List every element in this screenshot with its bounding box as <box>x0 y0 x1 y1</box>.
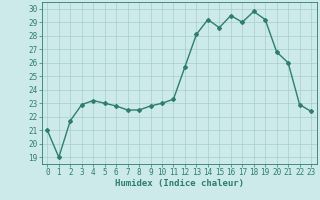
X-axis label: Humidex (Indice chaleur): Humidex (Indice chaleur) <box>115 179 244 188</box>
